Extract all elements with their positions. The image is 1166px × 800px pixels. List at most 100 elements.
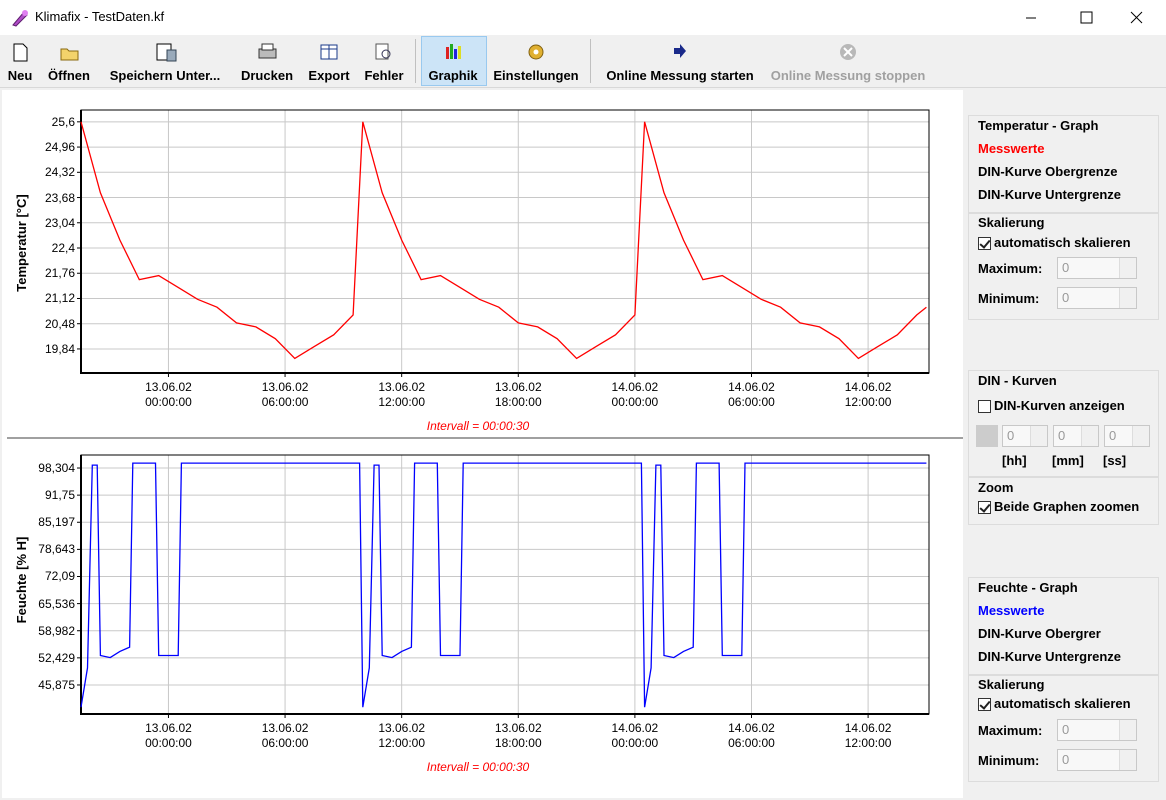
- legend-item[interactable]: DIN-Kurve Untergrenze: [978, 649, 1122, 664]
- y-tick-label: 45,875: [38, 677, 75, 692]
- group-box: [968, 577, 1159, 675]
- y-tick-label: 85,197: [38, 515, 75, 530]
- toolbar-button[interactable]: Speichern Unter...: [109, 68, 221, 83]
- spin-input[interactable]: 0: [1057, 287, 1137, 309]
- x-tick-label: 13.06.02 00:00:00: [145, 721, 192, 750]
- x-tick-label: 13.06.02 06:00:00: [261, 721, 309, 750]
- checkbox[interactable]: [978, 698, 991, 711]
- toolbar-button[interactable]: Öffnen: [48, 68, 90, 83]
- toolbar-icons: [13, 43, 856, 62]
- plot-frame: [80, 454, 930, 715]
- checkbox-label[interactable]: automatisch skalieren: [994, 696, 1131, 711]
- group-title: Zoom: [978, 480, 1014, 495]
- charts: Temperatur [°C] Feuchte [% H]: [7, 109, 963, 718]
- legend-item[interactable]: Messwerte: [978, 141, 1045, 156]
- group-box: [968, 115, 1159, 213]
- field-label: Minimum:: [978, 291, 1040, 306]
- x-tick-label: 13.06.02 00:00:00: [145, 380, 192, 409]
- group-title: DIN - Kurven: [978, 373, 1057, 388]
- group-box: [968, 675, 1159, 782]
- x-tick-label: 14.06.02 00:00:00: [611, 721, 659, 750]
- spin-input: 0: [1002, 425, 1048, 447]
- unit-label: [hh]: [1002, 453, 1027, 468]
- checkbox-label[interactable]: DIN-Kurven anzeigen: [994, 398, 1125, 413]
- y-tick-label: 22,4: [51, 241, 75, 255]
- group-box: [968, 213, 1159, 320]
- annotation: Intervall = 00:00:30: [426, 760, 530, 774]
- group-title: Temperatur - Graph: [978, 118, 1099, 133]
- side-panel: Temperatur - Graph Messwerte DIN-Kurve O…: [963, 90, 1166, 800]
- unit-label: [ss]: [1103, 453, 1127, 468]
- data-line: [80, 462, 927, 708]
- title-bar: Klimafix - TestDaten.kf: [0, 0, 1166, 35]
- x-tick-label: 14.06.02 06:00:00: [728, 380, 775, 409]
- y-tick-label: 24,96: [44, 140, 75, 155]
- y-tick-label: 78,643: [38, 542, 75, 557]
- annotation: Intervall = 00:00:30: [426, 419, 530, 433]
- toolbar-button[interactable]: Einstellungen: [493, 68, 579, 83]
- x-tick-label: 14.06.02 12:00:00: [844, 380, 892, 409]
- toolbar-button[interactable]: Online Messung starten: [606, 68, 754, 83]
- field-label: Minimum:: [978, 753, 1040, 768]
- separator: [415, 39, 416, 83]
- legend-item[interactable]: DIN-Kurve Obergrer: [978, 626, 1101, 641]
- x-tick-label: 13.06.02 18:00:00: [494, 380, 542, 409]
- plot-frame: [80, 109, 930, 374]
- chart-area: Temperatur [°C] Feuchte [% H] 19,84 20,48 2…: [2, 90, 963, 798]
- toolbar-button[interactable]: Graphik: [428, 68, 478, 83]
- y-tick-label: 98,304: [38, 461, 75, 476]
- group-box: [968, 370, 1159, 477]
- spin-input[interactable]: 0: [1057, 719, 1137, 741]
- y-tick-label: 23,04: [44, 215, 75, 230]
- checkbox-label[interactable]: Beide Graphen zoomen: [994, 499, 1140, 514]
- data-line: [80, 121, 927, 360]
- group-box: [968, 477, 1159, 525]
- y-tick-label: 58,982: [38, 623, 75, 638]
- y-tick-label: 25,6: [51, 114, 75, 129]
- y-tick-label: 91,75: [44, 488, 75, 503]
- window-title: Klimafix - TestDaten.kf: [35, 9, 165, 24]
- legend-item[interactable]: DIN-Kurve Obergrenze: [978, 164, 1118, 179]
- toolbar-button[interactable]: Neu: [7, 68, 33, 83]
- toolbar-button-disabled: Online Messung stoppen: [770, 68, 926, 83]
- x-tick-label: 13.06.02 12:00:00: [378, 380, 426, 409]
- y-tick-label: 21,12: [44, 291, 75, 306]
- y-tick-label: 19,84: [44, 341, 75, 356]
- toolbar-button[interactable]: Drucken: [240, 68, 294, 83]
- checkbox[interactable]: [978, 400, 991, 413]
- checkbox-label[interactable]: automatisch skalieren: [994, 235, 1131, 250]
- checkbox[interactable]: [978, 237, 991, 250]
- legend-item[interactable]: DIN-Kurve Untergrenze: [978, 187, 1122, 202]
- spin-input[interactable]: 0: [1057, 749, 1137, 771]
- group-title: Skalierung: [978, 677, 1045, 692]
- y-tick-label: 23,68: [44, 190, 75, 205]
- x-tick-label: 13.06.02 06:00:00: [261, 380, 309, 409]
- y-tick-label: 65,536: [38, 596, 75, 611]
- spin-input: 0: [1104, 425, 1150, 447]
- app-icon: [12, 10, 28, 27]
- group-title: Feuchte - Graph: [978, 580, 1078, 595]
- unit-label: [mm]: [1052, 453, 1084, 468]
- window-controls[interactable]: [1020, 8, 1160, 28]
- checkbox[interactable]: [978, 501, 991, 514]
- y-tick-label: 72,09: [44, 569, 75, 584]
- field-label: Maximum:: [978, 261, 1043, 276]
- x-tick-label: 13.06.02 12:00:00: [378, 721, 426, 750]
- toolbar: Neu Öffnen Speichern Unter... Drucken Ex…: [0, 35, 1166, 88]
- toolbar-button[interactable]: Export: [308, 68, 350, 83]
- spin-input[interactable]: 0: [1057, 257, 1137, 279]
- toolbar-button[interactable]: Fehler: [364, 68, 404, 83]
- group-title: Skalierung: [978, 215, 1045, 230]
- y-tick-label: 24,32: [44, 165, 75, 180]
- y-tick-label: 21,76: [44, 266, 75, 281]
- y-tick-label: 20,48: [44, 316, 75, 331]
- y-axis-title: Feuchte [% H]: [14, 537, 29, 624]
- legend-item[interactable]: Messwerte: [978, 603, 1045, 618]
- x-tick-label: 14.06.02 00:00:00: [611, 380, 659, 409]
- x-tick-label: 13.06.02 18:00:00: [494, 721, 542, 750]
- separator: [590, 39, 591, 83]
- selected-highlight: [421, 36, 487, 86]
- spin-input: 0: [1053, 425, 1099, 447]
- y-tick-label: 52,429: [38, 650, 75, 665]
